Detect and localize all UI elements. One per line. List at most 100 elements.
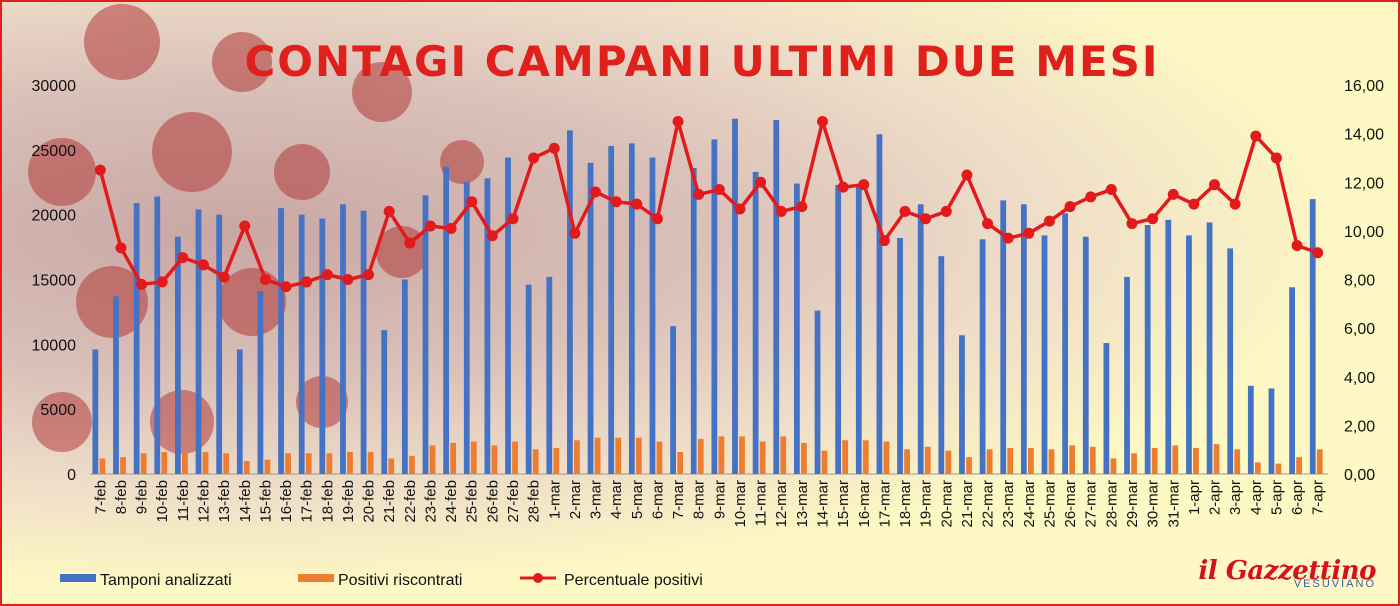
percentuale-point <box>259 274 271 285</box>
x-tick-label: 13-feb <box>216 480 233 523</box>
percentuale-point <box>156 276 168 288</box>
bar-tamponi <box>1041 235 1048 474</box>
legend-label-positivi: Positivi riscontrati <box>338 572 462 589</box>
bar-positivi <box>718 436 725 474</box>
series-tamponi-bars <box>92 118 1316 475</box>
bar-positivi <box>532 449 539 474</box>
virus-spike-blob <box>274 144 330 200</box>
bar-tamponi <box>649 157 656 474</box>
bar-tamponi <box>298 214 305 474</box>
bar-positivi <box>470 441 477 474</box>
right-tick-label: 14,00 <box>1344 127 1384 144</box>
bar-tamponi <box>587 162 594 475</box>
percentuale-point <box>1126 218 1138 230</box>
percentuale-point <box>713 184 725 196</box>
bar-tamponi <box>484 178 491 475</box>
bar-tamponi <box>154 196 161 474</box>
x-tick-label: 10-feb <box>154 480 171 523</box>
bar-positivi <box>842 440 849 474</box>
legend-label-tamponi: Tamponi analizzati <box>100 572 232 589</box>
bar-positivi <box>945 450 952 474</box>
x-axis-labels: 7-feb 8-feb 9-feb 10-feb 11-feb 12-feb 13-feb 1… <box>92 480 1326 528</box>
bar-tamponi <box>525 284 532 474</box>
virus-spike-blob <box>76 266 148 338</box>
bar-positivi <box>883 441 890 474</box>
x-tick-label: 22-feb <box>402 480 419 523</box>
bar-positivi <box>1131 453 1137 474</box>
bar-positivi <box>801 442 807 474</box>
virus-spike-blob <box>28 138 96 206</box>
series-positivi-bars <box>99 436 1323 474</box>
bar-positivi <box>635 437 642 474</box>
x-tick-label: 3-apr <box>1227 480 1244 515</box>
percentuale-point <box>218 271 230 283</box>
x-tick-label: 4-apr <box>1248 480 1265 515</box>
bar-tamponi <box>340 204 346 474</box>
bar-tamponi <box>567 130 573 474</box>
right-tick-label: 4,00 <box>1344 370 1375 387</box>
bar-tamponi <box>628 143 635 474</box>
bar-tamponi <box>401 279 408 474</box>
bar-positivi <box>408 455 415 474</box>
x-tick-label: 27-feb <box>505 480 522 523</box>
percentuale-point <box>755 176 767 188</box>
percentuale-point <box>321 269 333 281</box>
bar-positivi <box>615 437 622 474</box>
percentuale-point <box>920 213 932 225</box>
percentuale-point <box>1147 213 1159 225</box>
percentuale-point <box>651 213 663 225</box>
brand-name: il Gazzettino <box>1198 556 1376 586</box>
x-tick-label: 5-mar <box>629 480 646 519</box>
bar-positivi <box>1254 462 1261 474</box>
left-axis: 0 5000 10000 15000 20000 25000 30000 <box>32 78 77 484</box>
x-tick-label: 20-feb <box>361 480 378 523</box>
percentuale-point <box>363 269 375 281</box>
bar-positivi <box>202 451 209 474</box>
percentuale-point <box>878 235 890 247</box>
right-tick-label: 8,00 <box>1344 273 1375 290</box>
x-tick-label: 8-mar <box>691 480 708 519</box>
bar-positivi <box>223 453 230 474</box>
bar-positivi <box>388 458 395 474</box>
x-tick-label: 11-mar <box>753 480 770 526</box>
right-tick-label: 0,00 <box>1344 467 1375 484</box>
virus-spike-blob <box>218 268 286 336</box>
bar-positivi <box>1069 445 1076 474</box>
x-tick-label: 15-feb <box>257 480 274 523</box>
percentuale-point <box>858 179 870 191</box>
percentuale-point <box>1167 188 1179 200</box>
percentuale-point <box>816 115 828 127</box>
x-tick-label: 6-mar <box>649 480 666 519</box>
bar-tamponi <box>897 238 903 474</box>
percentuale-point <box>631 198 643 210</box>
percentuale-point <box>734 203 746 215</box>
bar-tamponi <box>443 166 450 474</box>
virus-spike-blob <box>440 140 484 184</box>
x-tick-label: 9-feb <box>134 480 151 514</box>
x-tick-label: 17-feb <box>299 480 316 523</box>
bar-positivi <box>140 453 147 474</box>
bar-tamponi <box>608 145 615 474</box>
bar-positivi <box>512 441 518 474</box>
left-tick-label: 25000 <box>32 143 77 160</box>
x-tick-label: 2-mar <box>567 480 584 519</box>
x-tick-label: 28-feb <box>526 480 543 523</box>
virus-spike-blob <box>152 112 232 192</box>
bar-tamponi <box>690 167 697 474</box>
bar-tamponi <box>1309 199 1316 474</box>
bar-positivi <box>821 450 828 474</box>
bar-positivi <box>347 451 353 474</box>
x-tick-label: 23-feb <box>422 480 439 523</box>
bar-positivi <box>739 436 745 474</box>
left-tick-label: 10000 <box>32 337 77 354</box>
bar-tamponi <box>917 204 924 474</box>
brand-logo: il Gazzettino VESUVIANO <box>1198 558 1376 590</box>
x-tick-label: 25-feb <box>464 480 481 523</box>
x-tick-label: 24-feb <box>443 480 460 523</box>
bar-tamponi <box>278 208 284 474</box>
legend-label-percentuale: Percentuale positivi <box>564 572 703 589</box>
bar-tamponi <box>711 139 718 474</box>
bar-tamponi <box>670 326 676 474</box>
bar-tamponi <box>814 310 821 474</box>
